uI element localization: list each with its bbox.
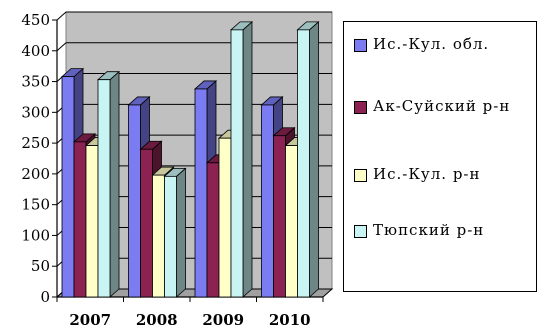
legend-label: Ак-Суйский р-н (373, 97, 511, 115)
y-tick-label: 400 (21, 42, 50, 60)
bar-front (128, 104, 141, 298)
bar-side (309, 20, 319, 298)
legend-label: Ис.-Кул. обл. (373, 35, 490, 53)
bar-front (273, 135, 286, 298)
bar-front (261, 104, 274, 298)
bar-side (176, 167, 186, 298)
x-tick-label: 2008 (136, 311, 178, 329)
y-tick-label: 100 (21, 226, 50, 244)
bar-front (206, 162, 220, 298)
axis-labels: 0 50 100 150 200 250 300 350 400 450 2007 2008 2009 2… (21, 11, 310, 329)
legend-item: Ак-Суйский р-н (354, 97, 533, 115)
bar-front (218, 137, 232, 298)
y-tick-label: 150 (21, 196, 50, 214)
x-tick-label: 2010 (269, 311, 311, 329)
legend-item: Ис.-Кул. р-н (354, 165, 533, 183)
y-tick-label: 350 (21, 73, 50, 91)
bar-side (242, 20, 253, 298)
legend-label: Ис.-Кул. р-н (373, 165, 481, 183)
legend-swatch (354, 169, 367, 182)
bars (60, 20, 320, 298)
bar-front (230, 29, 244, 298)
legend-swatch (354, 101, 367, 114)
bar-front (73, 141, 87, 298)
bar-front (297, 29, 310, 298)
gridline-side (56, 11, 67, 21)
bar (229, 20, 254, 298)
bar-side (109, 70, 120, 298)
y-tick-label: 200 (21, 165, 50, 183)
legend-label: Тюпский р-н (373, 221, 485, 239)
bar-front (140, 148, 153, 298)
y-tick-label: 50 (31, 257, 50, 275)
bar-front (164, 175, 177, 298)
legend-swatch (354, 225, 367, 238)
x-tick-label: 2007 (69, 311, 111, 329)
legend-item: Тюпский р-н (354, 221, 533, 239)
bar-front (85, 145, 99, 298)
y-tick-label: 450 (21, 11, 50, 29)
bar (96, 70, 121, 298)
bar (296, 20, 320, 298)
legend: Ис.-Кул. обл. Ак-Суйский р-н Ис.-Кул. р-н Т… (343, 21, 537, 292)
x-tick-label: 2009 (202, 311, 244, 329)
legend-item: Ис.-Кул. обл. (354, 35, 533, 53)
bar (163, 167, 187, 298)
bar-front (61, 76, 75, 298)
bar-front (97, 79, 111, 298)
legend-swatch (354, 39, 367, 52)
bar-front (194, 88, 208, 298)
gridline-side (56, 42, 67, 52)
y-tick-label: 300 (21, 103, 50, 121)
bar-front (285, 145, 298, 298)
y-tick-label: 0 (40, 288, 50, 306)
y-tick-label: 250 (21, 134, 50, 152)
bar-front (152, 174, 165, 298)
